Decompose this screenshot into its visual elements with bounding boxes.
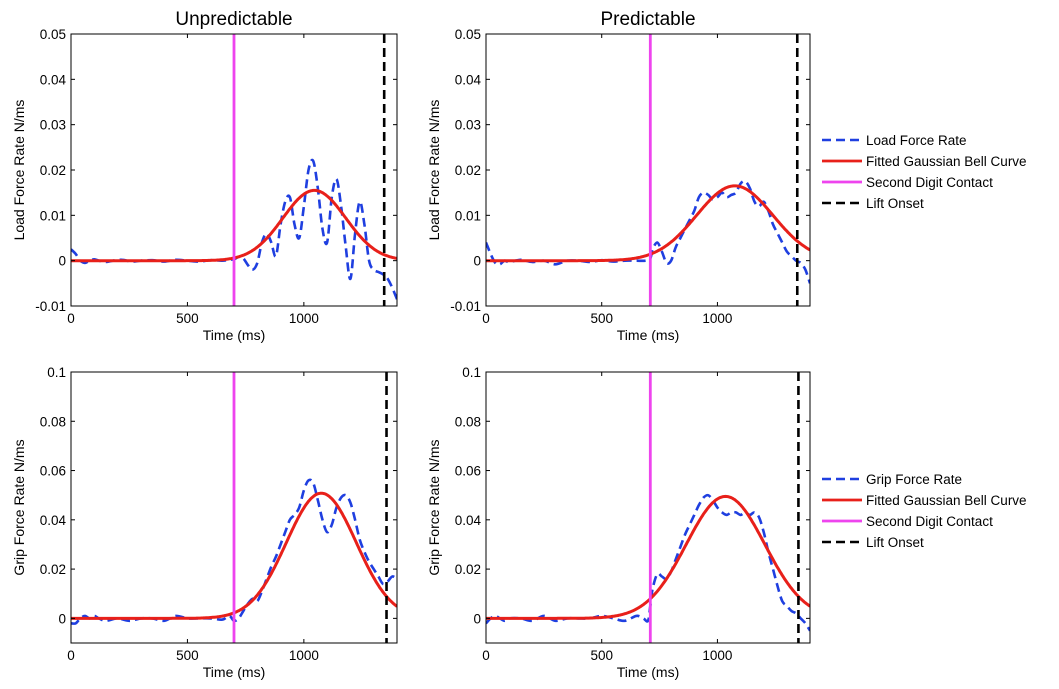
y-tick-label: 0.05 <box>455 27 481 42</box>
y-tick-label: 0.06 <box>455 464 481 479</box>
y-axis-label: Load Force Rate N/ms <box>11 100 27 241</box>
legend-label: Load Force Rate <box>866 133 967 148</box>
y-tick-label: 0.04 <box>455 72 482 87</box>
y-tick-label: 0 <box>58 611 66 626</box>
panel-title: Predictable <box>600 9 695 30</box>
panel-title: Unpredictable <box>175 9 292 30</box>
axes-frame <box>485 371 811 644</box>
x-tick-label: 500 <box>590 648 613 663</box>
x-axis-label: Time (ms) <box>203 664 265 680</box>
legend-label: Lift Onset <box>866 535 924 550</box>
legend-label: Second Digit Contact <box>866 514 993 529</box>
panel-3: 0 0.02 0.04 0.06 0.08 0.1 0 500 1000 Time (ms) Gri… <box>426 365 1027 680</box>
y-tick-label: 0.02 <box>40 562 66 577</box>
x-tick-label: 0 <box>67 311 75 326</box>
x-tick-label: 0 <box>67 648 75 663</box>
y-tick-label: 0 <box>473 611 481 626</box>
y-tick-label: 0.1 <box>47 365 66 380</box>
x-tick-label: 1000 <box>702 311 732 326</box>
y-tick-label: -0.01 <box>35 299 66 314</box>
panel-2: 0 0.02 0.04 0.06 0.08 0.1 0 500 1000 Time (ms) Gri… <box>11 365 398 680</box>
y-tick-label: 0.1 <box>462 365 481 380</box>
y-axis-label: Grip Force Rate N/ms <box>426 439 442 575</box>
x-tick-label: 500 <box>176 648 199 663</box>
x-axis-label: Time (ms) <box>617 327 679 343</box>
series-fitted-gaussian-bell-curve <box>486 184 810 263</box>
series-fitted-gaussian-bell-curve <box>486 494 810 620</box>
x-tick-label: 0 <box>482 311 490 326</box>
y-axis-label: Grip Force Rate N/ms <box>11 439 27 575</box>
x-tick-label: 1000 <box>289 311 319 326</box>
y-tick-label: 0.04 <box>455 513 482 528</box>
y-tick-label: 0.04 <box>40 72 67 87</box>
y-tick-label: 0.03 <box>40 118 66 133</box>
legend-label: Grip Force Rate <box>866 472 962 487</box>
panel-0: Unpredictable-0.0100.010.020.030.040.050… <box>11 9 398 343</box>
y-tick-label: 0 <box>58 254 66 269</box>
x-tick-label: 500 <box>590 311 613 326</box>
x-axis-label: Time (ms) <box>203 327 265 343</box>
y-tick-label: 0.02 <box>40 163 66 178</box>
y-tick-label: -0.01 <box>450 299 481 314</box>
y-axis-label: Load Force Rate N/ms <box>426 100 442 241</box>
x-tick-label: 0 <box>482 648 490 663</box>
legend-label: Fitted Gaussian Bell Curve <box>866 493 1027 508</box>
x-tick-label: 1000 <box>289 648 319 663</box>
x-axis-label: Time (ms) <box>617 664 679 680</box>
series-load-force-rate <box>486 179 810 284</box>
legend: Grip Force Rate Fitted Gaussian Bell Curv… <box>822 472 1027 550</box>
y-tick-label: 0.05 <box>40 27 66 42</box>
y-tick-label: 0.04 <box>40 513 67 528</box>
y-tick-label: 0.06 <box>40 464 66 479</box>
series-grip-force-rate <box>71 478 397 625</box>
legend-label: Lift Onset <box>866 196 924 211</box>
legend-label: Fitted Gaussian Bell Curve <box>866 154 1027 169</box>
y-tick-label: 0 <box>473 254 481 269</box>
y-tick-label: 0.01 <box>455 208 481 223</box>
legend: Load Force Rate Fitted Gaussian Bell Curv… <box>822 133 1027 211</box>
x-tick-label: 1000 <box>702 648 732 663</box>
legend-label: Second Digit Contact <box>866 175 993 190</box>
y-tick-label: 0.02 <box>455 562 481 577</box>
axes-frame <box>485 33 811 307</box>
y-tick-label: 0.08 <box>455 414 481 429</box>
y-tick-label: 0.02 <box>455 163 481 178</box>
y-tick-label: 0.08 <box>40 414 66 429</box>
y-tick-label: 0.03 <box>455 118 481 133</box>
axes-frame <box>70 371 398 644</box>
y-tick-label: 0.01 <box>40 208 66 223</box>
x-tick-label: 500 <box>176 311 199 326</box>
series-grip-force-rate <box>486 493 810 632</box>
